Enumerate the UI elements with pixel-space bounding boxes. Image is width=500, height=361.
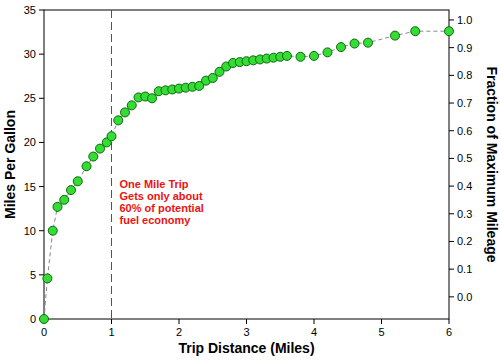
data-point (121, 108, 130, 117)
y-tick-label: 25 (24, 92, 36, 104)
y-tick (39, 10, 44, 11)
x-tick (111, 319, 112, 324)
y2-tick (449, 47, 454, 48)
data-line (44, 31, 449, 319)
y2-tick-label: 0.3 (457, 208, 472, 220)
y2-tick-label: 0.2 (457, 235, 472, 247)
y-tick (39, 186, 44, 187)
data-point (107, 132, 116, 141)
data-point (323, 48, 332, 57)
y-tick-label: 10 (24, 225, 36, 237)
y-tick-label: 5 (30, 269, 36, 281)
data-point (114, 116, 123, 125)
annotation-text: One Mile Trip (120, 178, 189, 190)
annotation-text: 60% of potential (120, 202, 204, 214)
annotation-text: Gets only about (120, 190, 203, 202)
y2-tick-label: 0.1 (457, 263, 472, 275)
y2-tick (449, 103, 454, 104)
data-point (283, 51, 292, 60)
data-point (148, 94, 157, 103)
y2-tick-label: 0.7 (457, 97, 472, 109)
data-point (337, 43, 346, 52)
chart: 0 1 2 3 4 5 6 0 5 10 15 20 25 30 35 0.0 0.1 0.2 0.3 0.4 0.5 0… (0, 0, 500, 361)
data-point (350, 39, 359, 48)
plot-marks (40, 10, 454, 324)
x-tick (314, 319, 315, 324)
x-tick-label: 3 (243, 326, 249, 338)
x-tick (246, 319, 247, 324)
y2-tick (449, 130, 454, 131)
y2-tick-label: 0.6 (457, 125, 472, 137)
y2-tick-label: 0.8 (457, 69, 472, 81)
x-tick-label: 5 (378, 326, 384, 338)
y2-tick-label: 0.0 (457, 291, 472, 303)
y-tick-label: 0 (30, 313, 36, 325)
y2-tick (449, 213, 454, 214)
y2-tick (449, 241, 454, 242)
y-tick (39, 274, 44, 275)
data-point (310, 51, 319, 60)
y2-tick (449, 296, 454, 297)
y-tick-label: 35 (24, 4, 36, 16)
y2-tick (449, 186, 454, 187)
data-point (89, 152, 98, 161)
data-point (127, 101, 136, 110)
x-tick-label: 1 (108, 326, 114, 338)
data-point (48, 226, 57, 235)
y-tick-label: 30 (24, 48, 36, 60)
data-point (445, 27, 454, 36)
y-axis-title: Miles Per Gallon (2, 110, 18, 219)
y2-tick (449, 269, 454, 270)
y-tick (39, 98, 44, 99)
data-point (82, 162, 91, 171)
y2-tick-label: 1.0 (457, 14, 472, 26)
y2-axis-title: Fraction of Maximum Mileage (484, 66, 500, 262)
y-tick (39, 54, 44, 55)
y2-tick (449, 75, 454, 76)
data-point (73, 177, 82, 186)
y2-tick-label: 0.5 (457, 152, 472, 164)
data-point (53, 202, 62, 211)
x-axis-title: Trip Distance (Miles) (178, 340, 314, 356)
y-tick (39, 142, 44, 143)
x-tick-label: 0 (41, 326, 47, 338)
data-point (43, 274, 52, 283)
data-point (40, 315, 49, 324)
x-tick-label: 4 (311, 326, 317, 338)
x-tick (179, 319, 180, 324)
x-tick (381, 319, 382, 324)
y2-tick (449, 19, 454, 20)
y2-tick (449, 158, 454, 159)
x-tick (449, 319, 450, 324)
x-tick-label: 6 (446, 326, 452, 338)
x-tick-label: 2 (176, 326, 182, 338)
y-tick (39, 230, 44, 231)
annotation-line (111, 10, 112, 319)
data-point (60, 195, 69, 204)
y2-tick-label: 0.9 (457, 42, 472, 54)
annotation-text: fuel economy (120, 214, 192, 226)
data-point (296, 52, 305, 61)
data-point (67, 186, 76, 195)
y2-tick-label: 0.4 (457, 180, 472, 192)
data-point (391, 31, 400, 40)
plot-frame (44, 10, 449, 319)
data-point (364, 38, 373, 47)
y-tick-label: 15 (24, 181, 36, 193)
data-point (411, 27, 420, 36)
y-tick-label: 20 (24, 136, 36, 148)
